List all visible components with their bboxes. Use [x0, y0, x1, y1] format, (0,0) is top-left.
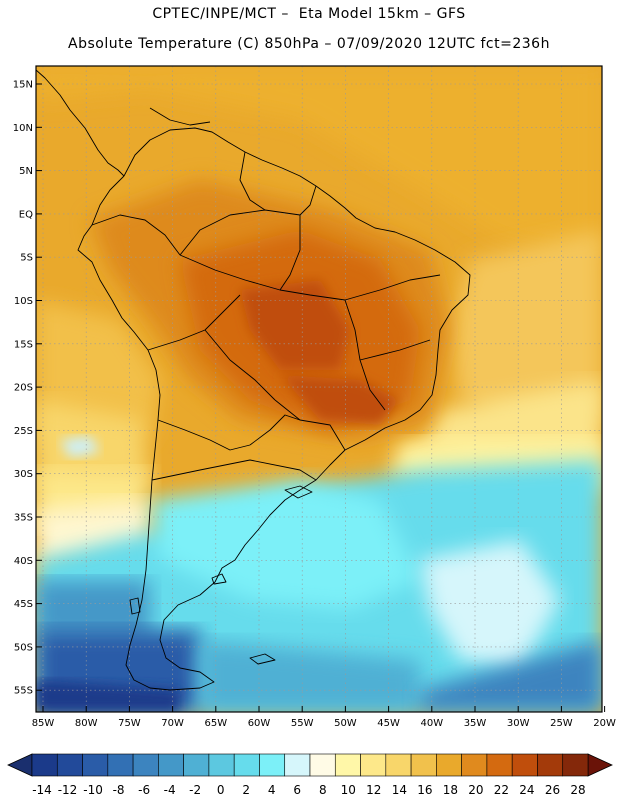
lat-label: 25S [14, 426, 33, 437]
title-line-1: CPTEC/INPE/MCT – Eta Model 15km – GFS [152, 6, 466, 22]
colorbar-label: 2 [242, 783, 250, 797]
lat-label: 45S [14, 599, 33, 610]
colorbar-high-arrow [587, 753, 613, 777]
colorbar-swatch [486, 753, 513, 777]
title-line-2: Absolute Temperature (C) 850hPa – 07/09/… [68, 36, 550, 52]
colorbar-swatch [562, 753, 589, 777]
colorbar-label: 4 [268, 783, 276, 797]
lat-label: 35S [14, 513, 33, 524]
colorbar-swatch [158, 753, 184, 777]
latitude-labels: 15N 10N 5N EQ 5S 10S 15S 20S 25S 30S 35S 40S 45S 50S 5… [13, 80, 42, 697]
colorbar-label: 28 [570, 783, 585, 797]
colorbar-label: -4 [164, 783, 176, 797]
colorbar-label: -2 [189, 783, 201, 797]
colorbar-swatch [461, 753, 488, 777]
colorbar-swatch [107, 753, 134, 777]
colorbar-swatch [537, 753, 564, 777]
colorbar-label: -6 [138, 783, 150, 797]
colorbar-swatch [132, 753, 159, 777]
colorbar-swatch [436, 753, 462, 777]
colorbar-swatch [284, 753, 311, 777]
colorbar-swatch [385, 753, 412, 777]
colorbar-label: -14 [32, 783, 52, 797]
colorbar-low-arrow [7, 753, 33, 777]
colorbar-label: 26 [545, 783, 560, 797]
lon-label: 45W [377, 718, 400, 729]
lat-label: 20S [14, 383, 33, 394]
lon-label: 25W [550, 718, 573, 729]
colorbar-swatch [511, 753, 538, 777]
colorbar-swatch [360, 753, 387, 777]
lon-label: 30W [507, 718, 530, 729]
colorbar-label: 6 [293, 783, 301, 797]
lon-label: 85W [32, 718, 55, 729]
lat-label: 10N [13, 123, 33, 134]
colorbar-swatch [233, 753, 260, 777]
colorbar-label: 24 [519, 783, 534, 797]
lon-label: 60W [248, 718, 271, 729]
coastline [36, 69, 471, 691]
lon-label: 55W [291, 718, 314, 729]
colorbar-label: -12 [58, 783, 78, 797]
colorbar-label: -10 [83, 783, 103, 797]
colorbar-swatch [334, 753, 361, 777]
lat-label: 15N [13, 80, 33, 91]
colorbar-swatch [309, 753, 336, 777]
colorbar-swatch [208, 753, 235, 777]
colorbar-label: -8 [113, 783, 125, 797]
map-frame [35, 65, 603, 713]
colorbar-label: 22 [494, 783, 509, 797]
colorbar: -14 -12 -10 -8 -6 -4 -2 0 2 4 6 8 10 12 14 16 18 20 22 24 26… [7, 753, 613, 797]
colorbar-label: 14 [392, 783, 407, 797]
colorbar-label: 16 [417, 783, 432, 797]
lon-label: 75W [118, 718, 141, 729]
colorbar-label: 10 [341, 783, 356, 797]
colorbar-swatch [183, 753, 210, 777]
lat-label: 50S [14, 642, 33, 653]
lat-label: 15S [14, 339, 33, 350]
lat-label: 40S [14, 556, 33, 567]
longitude-labels: 85W 80W 75W 70W 65W 60W 55W 50W 45W 40W 35W 30W 25W 2… [32, 706, 616, 729]
colorbar-swatch [410, 753, 437, 777]
colorbar-label: 12 [366, 783, 381, 797]
lon-label: 40W [420, 718, 443, 729]
colorbar-label: 18 [443, 783, 458, 797]
lat-label: 55S [14, 686, 33, 697]
lon-label: 65W [204, 718, 227, 729]
colorbar-label: 8 [319, 783, 327, 797]
lon-label: 35W [464, 718, 487, 729]
colorbar-label: 0 [217, 783, 225, 797]
lat-label: EQ [19, 209, 33, 220]
lat-label: 10S [14, 296, 33, 307]
lat-label: 5N [19, 166, 33, 177]
colorbar-swatch [56, 753, 83, 777]
lon-label: 20W [593, 718, 616, 729]
lon-label: 70W [161, 718, 184, 729]
colorbar-swatch [82, 753, 109, 777]
colorbar-label: 20 [468, 783, 483, 797]
colorbar-swatch [31, 753, 58, 777]
temperature-field [36, 66, 602, 712]
lat-label: 30S [14, 469, 33, 480]
lon-label: 80W [75, 718, 98, 729]
colorbar-swatch [259, 753, 286, 777]
lon-label: 50W [334, 718, 357, 729]
lat-label: 5S [20, 253, 33, 264]
